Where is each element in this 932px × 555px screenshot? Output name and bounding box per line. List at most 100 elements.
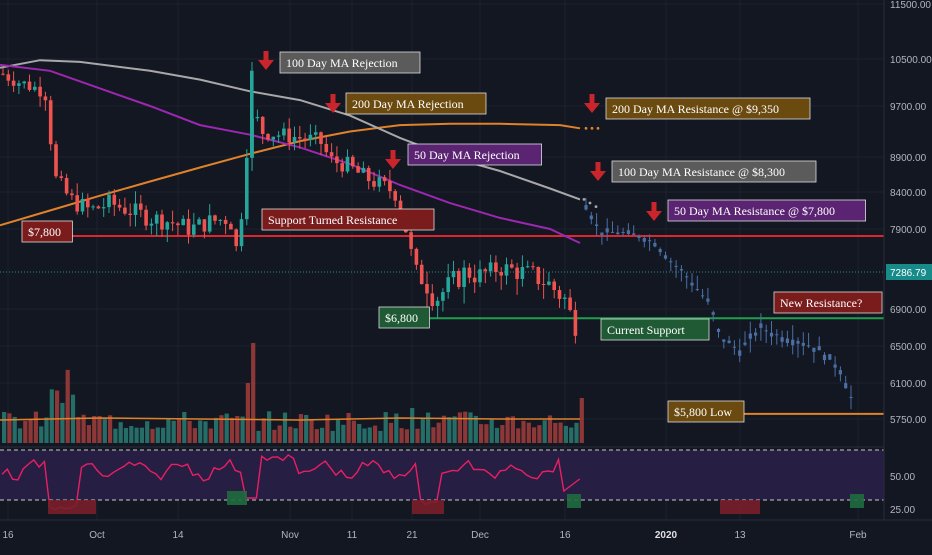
candle-body	[557, 290, 562, 299]
volume-bar	[92, 415, 97, 443]
candle-body	[488, 262, 493, 272]
candle-body	[80, 198, 85, 212]
projection-body	[626, 230, 630, 234]
volume-bar	[2, 412, 7, 443]
projection-body	[791, 339, 795, 346]
projection-body	[785, 338, 789, 344]
candle-body	[181, 218, 185, 226]
candle-body	[494, 262, 498, 273]
candle-body	[144, 209, 148, 226]
volume-bar	[431, 427, 436, 443]
annotation-box	[261, 208, 435, 231]
candle-body	[419, 264, 424, 285]
projection-body	[616, 232, 620, 235]
candle-body	[239, 219, 244, 247]
candle-body	[499, 272, 503, 276]
volume-bar	[86, 425, 91, 443]
volume-bar	[28, 419, 33, 443]
candle-body	[229, 223, 233, 230]
candle-body	[128, 213, 132, 215]
projection-body	[621, 231, 625, 234]
projection-body	[669, 261, 673, 263]
volume-bar	[277, 425, 282, 443]
candle-body	[43, 96, 48, 101]
ma-dot	[588, 201, 592, 205]
candle-body	[425, 284, 429, 294]
volume-bar	[235, 415, 240, 443]
time-tick-label: 11	[347, 530, 358, 541]
candle-body	[388, 181, 392, 192]
volume-bar	[526, 422, 531, 443]
annotation-label: Support Turned Resistance	[268, 213, 397, 227]
rsi-signal-box	[227, 491, 247, 505]
volume-bar	[12, 416, 17, 443]
volume-bar	[76, 416, 81, 443]
volume-bar	[182, 411, 187, 443]
candle-body	[48, 100, 53, 145]
candle-body	[75, 195, 79, 212]
volume-bar	[415, 428, 420, 443]
annotation-box	[605, 97, 811, 120]
volume-bar	[558, 422, 563, 443]
projection-body	[732, 346, 736, 348]
annotation-label: New Resistance?	[780, 296, 862, 310]
candle-body	[520, 267, 525, 279]
candle-body	[64, 177, 69, 194]
volume-bar	[378, 430, 383, 443]
volume-bar	[118, 422, 123, 443]
down-arrow-icon	[589, 94, 595, 104]
volume-bar	[516, 428, 521, 443]
volume-bar	[320, 427, 325, 443]
candle-body	[435, 300, 440, 306]
volume-bar	[256, 430, 261, 443]
candle-body	[160, 214, 164, 230]
volume-bar	[500, 425, 505, 443]
candle-body	[218, 219, 223, 221]
candle-body	[133, 203, 138, 215]
rsi-signal-box	[567, 494, 581, 508]
volume-bar	[447, 417, 452, 443]
candle-body	[340, 163, 344, 172]
projection-body	[658, 249, 662, 253]
price-tick-label: 9700.00	[890, 102, 927, 113]
down-arrow-icon	[595, 162, 601, 172]
volume-bar	[574, 422, 579, 443]
volume-bar	[55, 390, 60, 443]
candle-body	[149, 223, 154, 226]
price-tick-label: 7900.00	[890, 225, 927, 236]
annotation-label: 200 Day MA Resistance @ $9,350	[612, 102, 779, 116]
projection-body	[822, 354, 827, 361]
candle-body	[414, 248, 419, 265]
volume-bar	[129, 425, 134, 443]
candle-body	[70, 193, 74, 196]
volume-bar	[441, 415, 447, 443]
levels	[0, 235, 884, 415]
projection-body	[632, 233, 636, 235]
rsi-line	[1, 454, 581, 511]
projection-body	[817, 346, 821, 351]
volume-bar	[161, 427, 166, 443]
candle-body	[223, 219, 228, 224]
volume-ma	[0, 417, 580, 421]
volume-bar	[134, 427, 139, 443]
candle-body	[393, 191, 397, 201]
volume-bar	[282, 412, 288, 443]
candle-body	[234, 229, 238, 247]
rsi-signal-box	[412, 500, 444, 514]
annotation-label: $5,800 Low	[674, 405, 732, 419]
annotation-label: 100 Day MA Rejection	[286, 56, 398, 70]
volume-bar	[97, 416, 102, 443]
projection-body	[828, 354, 832, 360]
candle-body	[139, 203, 143, 210]
volume-bar	[351, 420, 356, 443]
projection-body	[637, 235, 641, 238]
rsi-tick-label: 25.00	[890, 505, 915, 516]
candle-body	[123, 207, 127, 214]
current-price-label: 7286.79	[890, 268, 927, 279]
candle-body	[478, 269, 482, 283]
candle-body	[504, 264, 509, 276]
volume-bar	[208, 428, 213, 443]
candle-body	[398, 200, 403, 216]
annotation-label: $6,800	[385, 311, 418, 325]
candle-body	[430, 293, 435, 306]
